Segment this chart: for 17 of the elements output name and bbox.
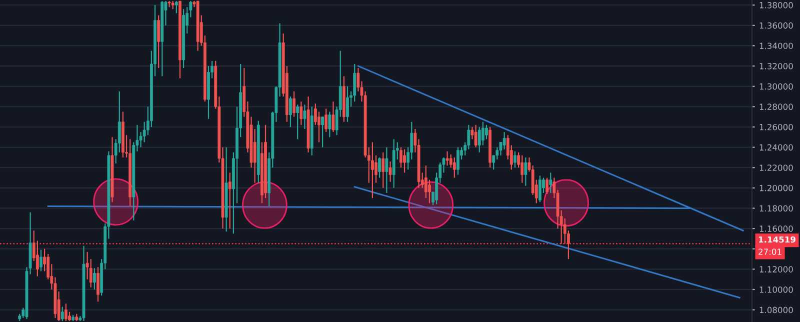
y-tick-label: 1.08000: [760, 306, 793, 314]
y-tick-label: 1.32000: [760, 63, 793, 70]
y-tick-label: 1.18000: [760, 205, 793, 212]
y-tick-label: 1.16000: [760, 226, 793, 232]
y-tick-label: 1.34000: [760, 42, 793, 49]
y-tick-label: 1.24000: [760, 144, 793, 151]
y-tick-label: 1.26000: [760, 124, 793, 130]
y-tick-label: 1.22000: [760, 164, 793, 171]
y-tick-label: 1.20000: [760, 184, 793, 192]
y-tick-label: 1.12000: [760, 266, 793, 272]
y-tick-label: 1.10000: [760, 286, 793, 293]
text: 27:01: [758, 248, 782, 255]
y-tick-label: 1.28000: [760, 104, 793, 110]
y-tick-label: 1.38000: [760, 2, 793, 8]
y-tick-label: 1.36000: [760, 22, 793, 29]
y-tick-label: 1.30000: [760, 83, 793, 90]
ref-line-label: 1.14519: [758, 236, 796, 243]
